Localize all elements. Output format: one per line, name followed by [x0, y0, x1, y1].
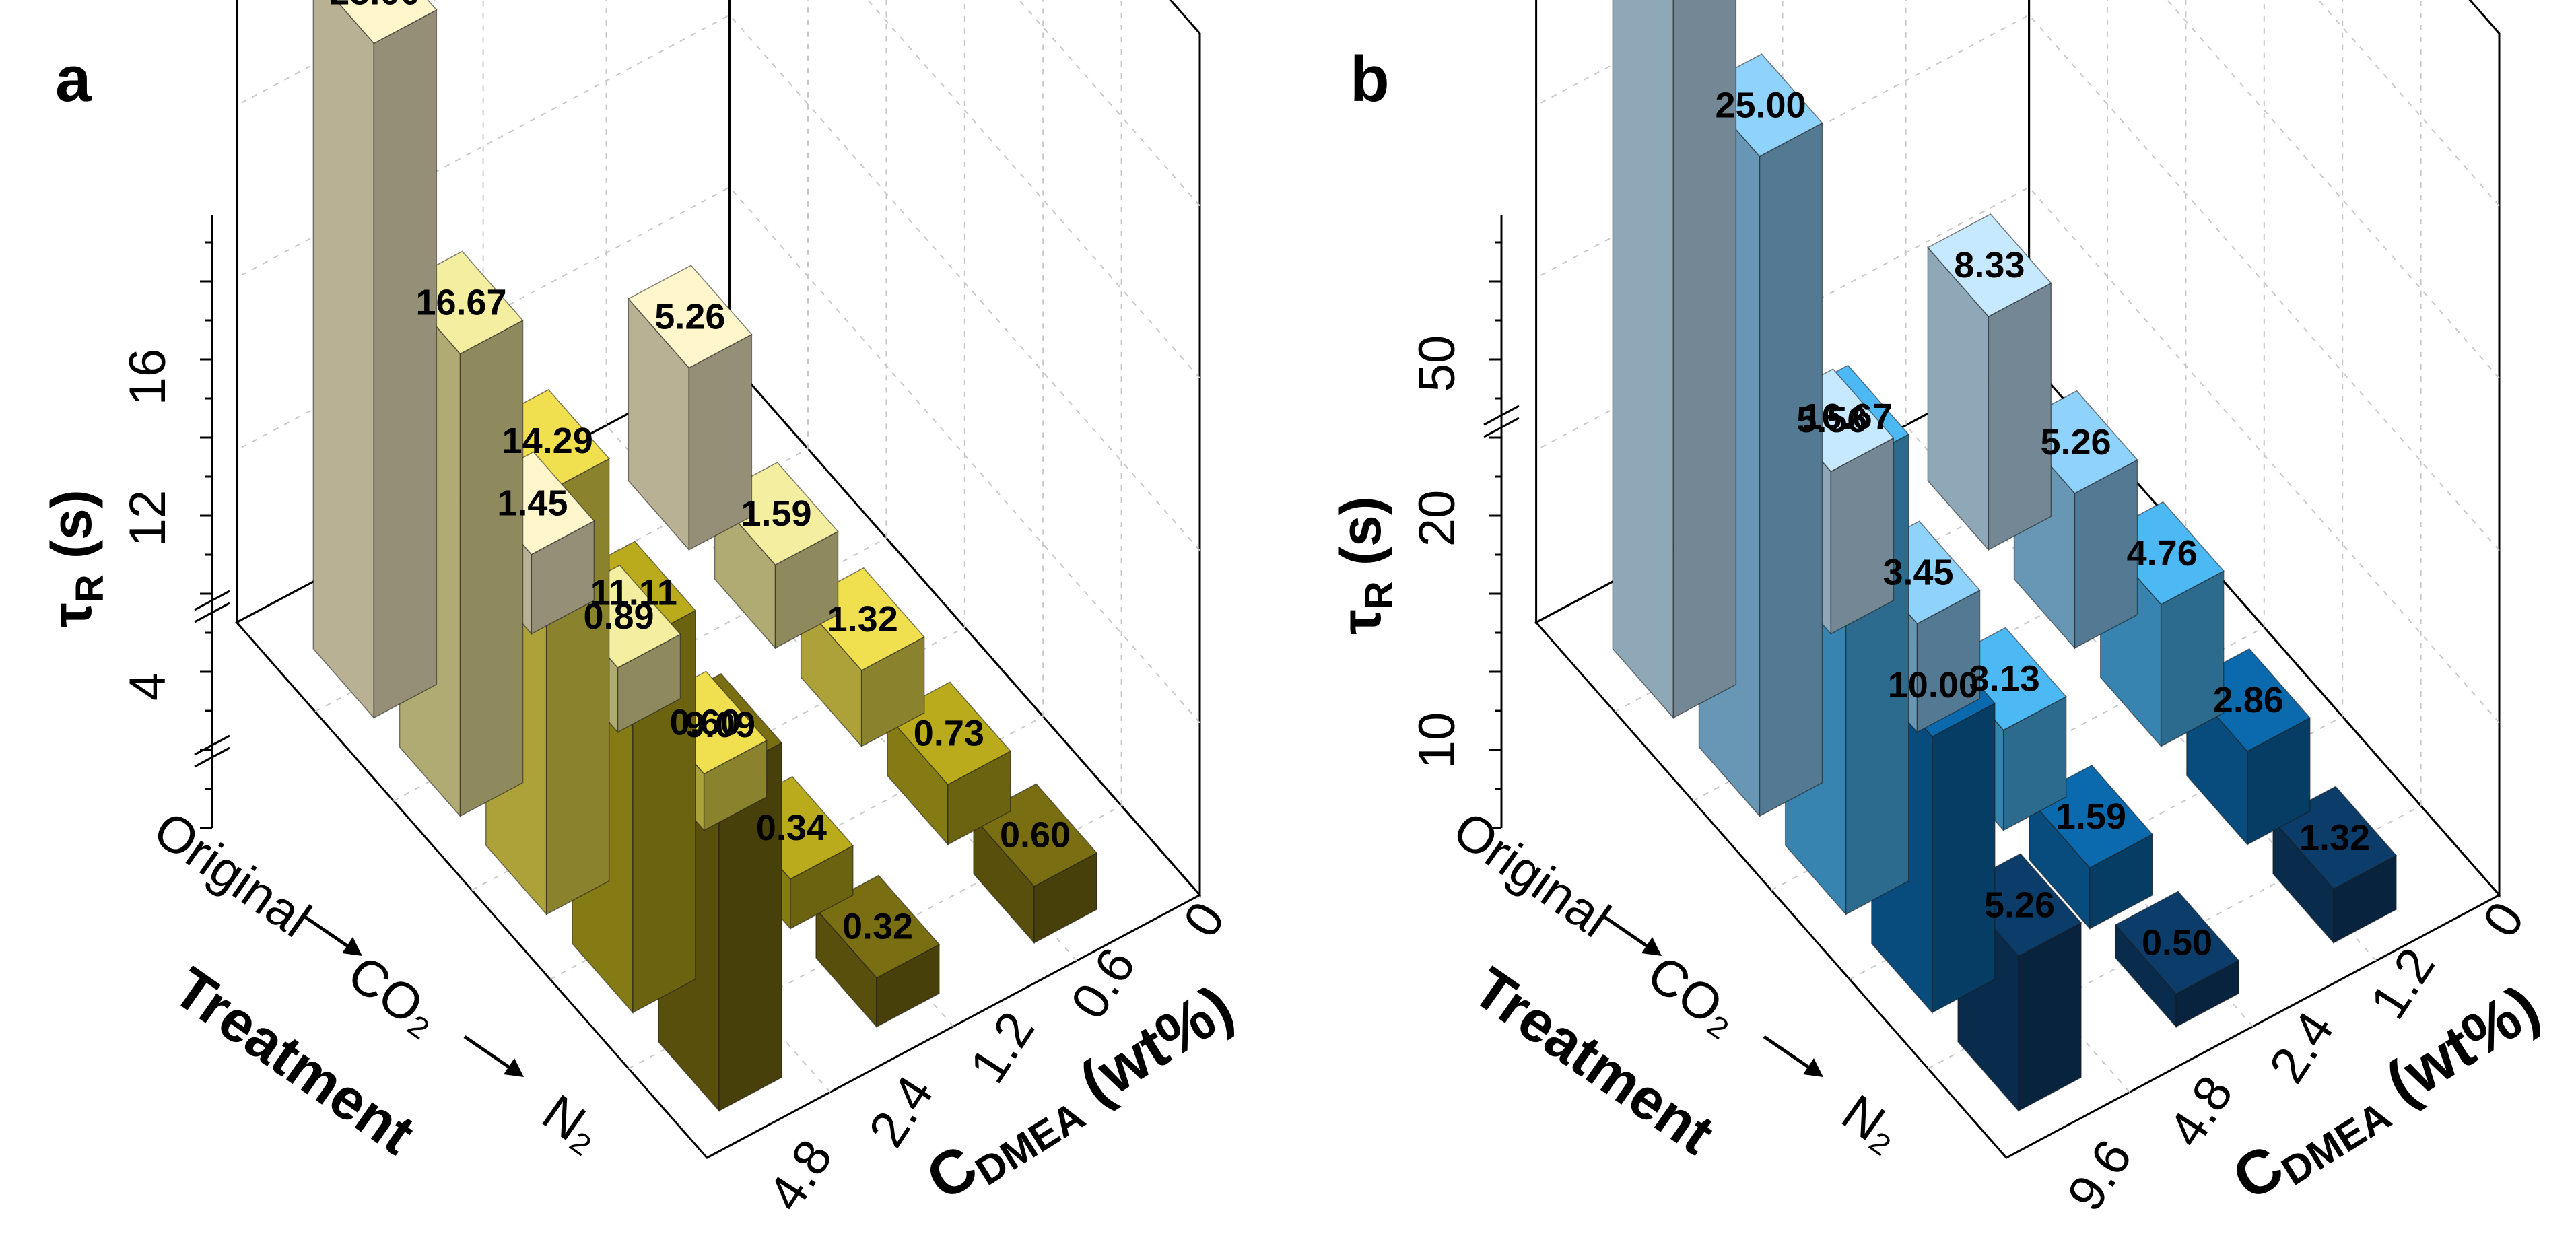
axis-break-mark [194, 590, 230, 623]
bar-value-label: 3.13 [1969, 658, 2040, 699]
bar-face-front [1988, 282, 2052, 551]
bar-value-label: 5.26 [1984, 885, 2055, 925]
z-tick-label: 4 [119, 672, 176, 701]
row-tick-label: N₂ [533, 1084, 612, 1163]
bar-value-label: 1.32 [827, 599, 898, 639]
bar [1612, 0, 1737, 720]
bar-value-label: 1.59 [2056, 796, 2126, 837]
row-tick-label: Original [143, 800, 320, 948]
bar-face-front [1672, 0, 1737, 719]
bar-face-front [1759, 122, 1823, 817]
bar-face-top [335, 0, 438, 44]
row-tick-label: CO₂ [337, 944, 449, 1047]
row-arrow [463, 1035, 513, 1071]
bar-face-top [1927, 213, 2052, 318]
bar-value-label: 5.26 [2040, 422, 2111, 462]
bar [2114, 891, 2240, 1029]
z-tick-label: 16 [119, 349, 176, 406]
column-tick-label: 1.2 [2359, 938, 2446, 1029]
row-arrow-head [342, 937, 362, 956]
bar [1927, 213, 2052, 551]
column-tick-label: 0 [2472, 892, 2535, 947]
axis-break-mark [1483, 405, 1520, 438]
row-tick-label: N₂ [1832, 1084, 1911, 1163]
column-tick-label: 4.8 [2157, 1066, 2244, 1157]
bar-value-label: 1.32 [2299, 817, 2370, 858]
z-tick-label: 10 [1409, 712, 1466, 769]
column-tick-label: 0 [1172, 892, 1235, 947]
panel-label-a: a [55, 43, 92, 115]
z-tick-label: 12 [119, 490, 176, 547]
bar-value-label: 0.50 [2142, 922, 2212, 963]
bar-value-label: 0.32 [842, 907, 913, 947]
bar-value-label: 0.60 [1000, 815, 1071, 856]
row-tick-label: CO₂ [1637, 944, 1749, 1047]
bar-value-label: 0.73 [914, 713, 984, 753]
bar-value-label: 8.33 [1954, 245, 2025, 285]
bar-value-label: 25.00 [1715, 85, 1806, 125]
z-axis-title: τR (s) [40, 489, 112, 627]
bar-face-front [1830, 437, 1895, 635]
bar-value-label: 4.76 [2127, 533, 2198, 574]
bar-value-label: 16.67 [415, 283, 506, 323]
bar-value-label: 2.86 [2213, 680, 2284, 720]
bar-value-label: 5.56 [1796, 400, 1867, 440]
bar-face-side [312, 0, 375, 720]
bar-face-front [373, 9, 438, 719]
z-axis-title: τR (s) [1329, 496, 1401, 634]
axis-break-mark [194, 734, 230, 768]
column-tick-label: 9.6 [2056, 1130, 2143, 1221]
bar [815, 874, 941, 1029]
bar-value-label: 1.59 [741, 493, 811, 534]
bar-value-label: 10.00 [1888, 665, 1979, 705]
column-tick-label: 2.4 [858, 1066, 945, 1157]
bar-value-label: 25.00 [329, 0, 420, 12]
bar-face-top [628, 265, 753, 369]
bar-value-label: 3.45 [1883, 552, 1953, 592]
bar-face-top [2114, 891, 2240, 995]
bar-value-label: 1.45 [497, 483, 568, 524]
bar [628, 265, 753, 551]
row-arrow [302, 913, 351, 950]
bar-value-label: 9.09 [685, 705, 755, 745]
bar-value-label: 16.67 [1802, 396, 1893, 437]
bar-value-label: 0.60 [670, 702, 741, 742]
bar-value-label: 14.29 [502, 421, 593, 461]
bar-value-label: 0.89 [583, 596, 654, 637]
bar [2013, 390, 2138, 650]
column-tick-label: 4.8 [757, 1130, 844, 1221]
bar-value-label: 0.34 [756, 808, 827, 848]
row-arrow-head [1803, 1058, 1823, 1077]
bar-value-label: 5.26 [654, 296, 725, 337]
bar-face-front [459, 319, 524, 817]
bar-face-side [1612, 0, 1674, 720]
row-tick-label: Original [1443, 800, 1620, 948]
chart-panel-b: 10 20 50 τR (s) 1.32 2.86 0.50 4.76 1.59 5.26 5.26… [1329, 0, 2551, 1221]
bar-face-top [815, 874, 941, 979]
column-tick-label: 0.6 [1060, 938, 1147, 1029]
bar [312, 0, 438, 720]
row-arrow-head [1641, 937, 1662, 956]
row-arrow [1601, 913, 1651, 950]
panel-label-b: b [1350, 43, 1390, 115]
z-tick-label: 20 [1409, 490, 1466, 547]
row-arrow [1763, 1035, 1812, 1071]
row-arrow-head [504, 1058, 524, 1077]
bar-value-label: 11.11 [590, 572, 677, 613]
bar-face-front [1932, 702, 1996, 1014]
z-tick-label: 50 [1409, 335, 1466, 392]
